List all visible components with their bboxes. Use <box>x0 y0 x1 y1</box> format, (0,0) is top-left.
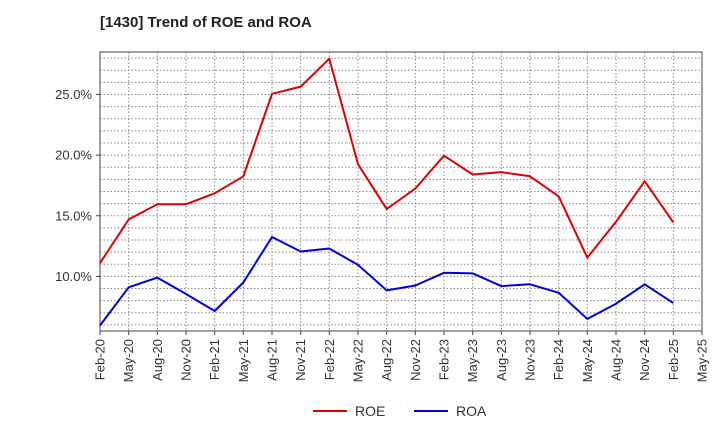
x-tick-label: Feb-24 <box>551 339 566 380</box>
x-tick-label: May-25 <box>695 339 710 382</box>
x-tick-label: May-22 <box>351 339 366 382</box>
legend-label-roa: ROA <box>456 403 487 419</box>
series-line-roe <box>99 57 675 264</box>
x-tick-label: Nov-24 <box>637 339 652 381</box>
plot-border <box>99 51 703 332</box>
x-tick-label: May-24 <box>580 339 595 382</box>
y-tick-label: 15.0% <box>55 208 92 223</box>
x-tick-label: Nov-20 <box>179 339 194 381</box>
x-tick-label: Feb-21 <box>207 339 222 380</box>
x-tick-label: Aug-23 <box>494 339 509 381</box>
x-tick-label: Feb-23 <box>437 339 452 380</box>
series-line-roa <box>99 236 674 327</box>
x-tick-label: May-21 <box>236 339 251 382</box>
legend-label-roe: ROE <box>355 403 385 419</box>
x-tick-label: Aug-21 <box>265 339 280 381</box>
chart-title: [1430] Trend of ROE and ROA <box>100 14 312 31</box>
x-tick-label: Nov-23 <box>523 339 538 381</box>
x-tick-label: May-23 <box>465 339 480 382</box>
x-tick-label: Aug-22 <box>379 339 394 381</box>
y-tick-label: 10.0% <box>55 269 92 284</box>
x-tick-label: Feb-20 <box>93 339 108 380</box>
x-tick-label: Feb-22 <box>322 339 337 380</box>
x-tick-label: May-20 <box>121 339 136 382</box>
x-tick-label: Nov-22 <box>408 339 423 381</box>
y-tick-label: 25.0% <box>55 87 92 102</box>
x-tick-label: Nov-21 <box>293 339 308 381</box>
x-tick-label: Feb-25 <box>666 339 681 380</box>
x-tick-label: Aug-24 <box>609 339 624 381</box>
y-tick-label: 20.0% <box>55 148 92 163</box>
x-tick-label: Aug-20 <box>150 339 165 381</box>
